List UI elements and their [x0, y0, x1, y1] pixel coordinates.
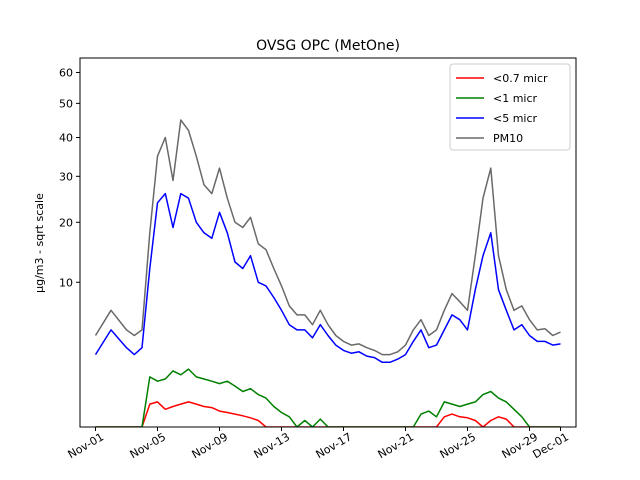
legend-box [449, 63, 571, 151]
y-tick-label: 20 [59, 216, 73, 229]
y-tick-label: 10 [59, 276, 73, 289]
plot-frame [79, 57, 577, 428]
series-line-1-micr [95, 368, 561, 427]
series-line-pm10 [94, 119, 561, 356]
legend-label: <5 micr [493, 112, 538, 125]
y-tick-label: 40 [59, 132, 73, 145]
legend-label: <1 micr [493, 92, 538, 105]
y-axis-label: µg/m3 - sqrt scale [33, 193, 46, 293]
legend: <0.7 micr <1 micr <5 micr PM10 [449, 63, 571, 151]
y-tick-label: 50 [59, 97, 73, 110]
series-line-0-7-micr [95, 401, 561, 427]
chart-title: OVSG OPC (MetOne) [256, 38, 400, 54]
y-tick-label: 30 [59, 170, 73, 183]
legend-label: PM10 [493, 132, 523, 145]
series-line-5-micr [94, 192, 561, 364]
legend-label: <0.7 micr [493, 72, 548, 85]
y-tick-label: 60 [59, 66, 73, 79]
plot-area [94, 119, 561, 427]
